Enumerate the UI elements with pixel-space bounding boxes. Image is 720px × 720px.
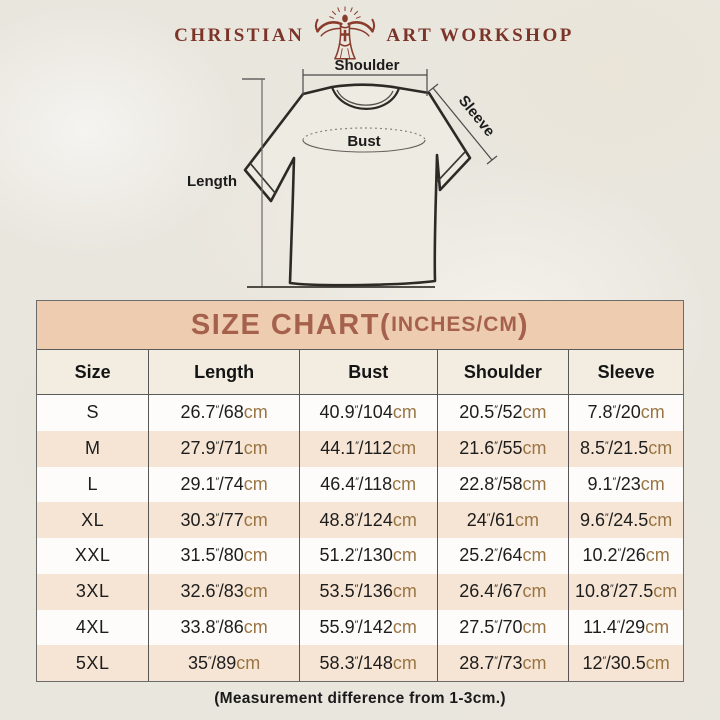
table-row: 5XL 35″/89 cm 58.3″/148 cm 28.7″/73 cm 12″/30.5… (37, 645, 683, 681)
title-text: SIZE CHART (190, 308, 380, 341)
sleeve-label: Sleeve (455, 92, 498, 140)
table-row: S 26.7″/68 cm 40.9″/104 cm 20.5″/52 cm 7.8″/20 c… (37, 395, 683, 431)
column-header-size: Size (37, 350, 150, 394)
shoulder-value-cell: 20.5″/52 cm (438, 395, 570, 431)
bust-label: Bust (347, 133, 380, 150)
tshirt-measurement-diagram: Shoulder Length Bust Sleeve (170, 57, 530, 300)
shoulder-value-cell: 22.8″/58 cm (438, 466, 570, 503)
length-value-cell: 31.5″/80 cm (149, 538, 300, 574)
size-cell: M (37, 430, 150, 467)
column-header-shoulder: Shoulder (438, 350, 570, 394)
bust-value-cell: 44.1″/112 cm (300, 430, 438, 467)
bust-value-cell: 40.9″/104 cm (300, 395, 438, 431)
length-value-cell: 26.7″/68 cm (149, 395, 300, 431)
bust-value-cell: 58.3″/148 cm (300, 645, 438, 681)
column-header-sleeve: Sleeve (597, 361, 655, 382)
collar-outer (330, 86, 401, 110)
shoulder-value-cell: 24″/61 cm (438, 502, 570, 538)
size-cell: XXL (37, 538, 150, 574)
size-chart-table: SIZE CHART(INCHES/CM) Size Length Bust S… (36, 300, 684, 682)
sleeve-value-cell: 11.4″/29 cm (583, 616, 670, 637)
shoulder-value-cell: 28.7″/73 cm (438, 645, 570, 681)
size-cell: 3XL (37, 573, 150, 610)
bust-line-solid (302, 139, 426, 153)
shoulder-label: Shoulder (334, 58, 399, 74)
column-header-length: Length (149, 350, 300, 394)
sleeve-value-cell: 8.5″/21.5 cm (579, 438, 673, 459)
table-row: M 27.9″/71 cm 44.1″/112 cm 21.6″/55 cm 8.5″/21.… (37, 430, 683, 467)
shoulder-value-cell: 21.6″/55 cm (438, 430, 570, 467)
length-label: Length (187, 173, 237, 190)
sleeve-value-cell: 9.6″/24.5 cm (579, 509, 673, 530)
jesus-rays-cross-icon (312, 5, 378, 68)
column-header-bust: Bust (300, 350, 438, 394)
length-value-cell: 27.9″/71 cm (149, 430, 300, 467)
size-cell: 5XL (37, 645, 150, 681)
length-value-cell: 32.6″/83 cm (149, 573, 300, 610)
table-row: L 29.1″/74 cm 46.4″/118 cm 22.8″/58 cm 9.1″/23 c… (37, 466, 683, 503)
size-cell: L (37, 466, 150, 503)
table-row: XXL 31.5″/80 cm 51.2″/130 cm 25.2″/64 cm 10.2″/… (37, 538, 683, 574)
table-header-row: Size Length Bust Shoulder Sleeve (37, 350, 683, 395)
table-row: 3XL 32.6″/83 cm 53.5″/136 cm 26.4″/67 cm 10.8″/… (37, 573, 683, 610)
brand-name-left: CHRISTIAN (174, 25, 305, 46)
bust-value-cell: 53.5″/136 cm (300, 573, 438, 610)
collar-inner (336, 89, 394, 106)
length-value-cell: 35″/89 cm (149, 645, 300, 681)
size-cell: 4XL (37, 609, 150, 646)
bust-value-cell: 46.4″/118 cm (300, 466, 438, 503)
sleeve-value-cell: 10.8″/27.5 cm (574, 581, 678, 602)
shoulder-value-cell: 27.5″/70 cm (438, 609, 570, 646)
length-value-cell: 30.3″/77 cm (149, 502, 300, 538)
table-row: 4XL 33.8″/86 cm 55.9″/142 cm 27.5″/70 cm 11.4″/… (37, 609, 683, 646)
shoulder-value-cell: 26.4″/67 cm (438, 573, 570, 610)
brand-name-right: ART WORKSHOP (386, 25, 574, 46)
tshirt-outline (243, 83, 472, 287)
table-row: XL 30.3″/77 cm 48.8″/124 cm 24″/61 cm 9.6″/24.5… (37, 502, 683, 538)
sleeve-value-cell: 7.8″/20 cm (587, 402, 665, 423)
shoulder-value-cell: 25.2″/64 cm (438, 538, 570, 574)
sleeve-value-cell: 12″/30.5 cm (582, 652, 670, 673)
measurement-note: (Measurement difference from 1-3cm.) (214, 690, 506, 707)
size-chart-title: SIZE CHART(INCHES/CM) (37, 301, 683, 350)
bust-value-cell: 51.2″/130 cm (300, 538, 438, 574)
bust-value-cell: 55.9″/142 cm (300, 609, 438, 646)
brand-logo: CHRISTIAN (14, 6, 720, 64)
length-value-cell: 33.8″/86 cm (149, 609, 300, 646)
size-cell: S (37, 395, 150, 431)
size-table-body: S 26.7″/68 cm 40.9″/104 cm 20.5″/52 cm 7.8″/20 c… (37, 395, 683, 681)
bust-value-cell: 48.8″/124 cm (300, 502, 438, 538)
length-value-cell: 29.1″/74 cm (149, 466, 300, 503)
sleeve-value-cell: 9.1″/23 cm (587, 473, 665, 494)
sleeve-value-cell: 10.2″/26 cm (582, 545, 670, 566)
size-cell: XL (37, 502, 150, 538)
title-units: INCHES/CM (391, 313, 518, 336)
